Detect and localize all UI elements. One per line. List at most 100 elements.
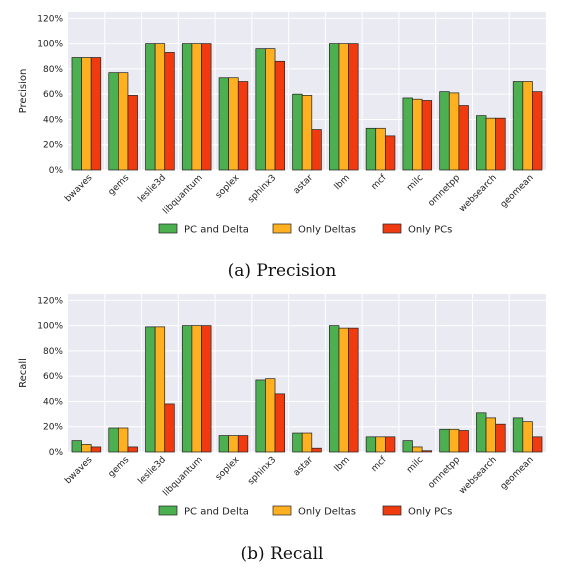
- bar: [71, 440, 82, 453]
- y-tick-label: 60%: [43, 90, 63, 100]
- bar: [164, 52, 175, 171]
- bar: [292, 93, 303, 171]
- x-tick-label: mcf: [370, 172, 390, 192]
- x-tick-label: omnetpp: [427, 173, 463, 209]
- bar: [181, 43, 193, 171]
- y-tick-label: 20%: [43, 423, 63, 433]
- bar: [384, 436, 396, 453]
- x-tick-label: geomean: [499, 455, 536, 492]
- legend-label: Only Deltas: [298, 225, 356, 236]
- bar: [348, 327, 359, 453]
- bar: [108, 72, 119, 171]
- x-tick-label: lbm: [333, 173, 352, 192]
- bar: [348, 43, 359, 171]
- bar: [265, 48, 276, 171]
- x-tick-label: bwaves: [63, 455, 94, 486]
- bar: [365, 436, 377, 453]
- bar: [338, 43, 349, 171]
- x-tick-label: libquantum: [161, 455, 204, 498]
- x-tick-label: milc: [405, 173, 425, 193]
- x-tick-label: websearch: [458, 173, 499, 214]
- bar: [90, 57, 102, 171]
- bar: [495, 117, 506, 171]
- y-axis-label: Recall: [18, 358, 29, 388]
- bar: [412, 446, 423, 453]
- bar: [81, 57, 92, 171]
- bar: [90, 446, 102, 453]
- x-tick-label: leslie3d: [136, 173, 168, 205]
- x-tick-label: astar: [292, 455, 316, 479]
- bar: [522, 81, 533, 171]
- bar: [265, 378, 276, 453]
- bar: [81, 444, 92, 453]
- bar: [292, 432, 303, 453]
- bar: [237, 81, 249, 171]
- bar: [145, 326, 156, 453]
- bar: [512, 417, 524, 453]
- x-tick-label: milc: [405, 455, 425, 475]
- plot-background: [68, 294, 546, 452]
- bar: [145, 43, 156, 171]
- y-tick-label: 0%: [49, 166, 64, 176]
- bar: [439, 428, 450, 453]
- bar: [191, 325, 202, 453]
- bar: [532, 91, 543, 171]
- x-tick-label: soplex: [214, 173, 242, 201]
- bar: [164, 403, 175, 453]
- bar: [127, 446, 138, 453]
- bar: [118, 427, 129, 453]
- precision-chart: 0% 20% 40% 60% 80% 100% 120% Precision bwaves gem…: [18, 12, 546, 281]
- legend-swatch: [272, 505, 292, 516]
- bar: [127, 95, 138, 171]
- bar: [375, 127, 386, 171]
- bar: [338, 327, 349, 453]
- x-tick-label: sphinx3: [246, 173, 278, 205]
- bar: [375, 436, 386, 453]
- y-tick-label: 120%: [37, 296, 63, 306]
- bar: [384, 135, 396, 171]
- bar: [191, 43, 202, 171]
- bar: [71, 57, 82, 171]
- bar: [402, 97, 413, 171]
- x-tick-label: leslie3d: [136, 455, 168, 487]
- bar: [448, 92, 460, 171]
- bar: [421, 100, 433, 171]
- y-tick-label: 100%: [37, 322, 63, 332]
- bar: [402, 440, 413, 453]
- legend-label: Only PCs: [408, 507, 452, 518]
- legend-swatch: [382, 505, 402, 516]
- y-axis-label: Precision: [18, 69, 29, 114]
- legend-label: PC and Delta: [184, 225, 249, 236]
- bar: [476, 412, 487, 453]
- y-tick-label: 20%: [43, 141, 63, 151]
- bar: [237, 435, 249, 453]
- bar: [154, 43, 166, 171]
- legend-label: PC and Delta: [184, 507, 249, 518]
- bar: [228, 77, 239, 171]
- bar: [532, 436, 543, 453]
- bar: [201, 325, 212, 453]
- bar: [329, 43, 340, 171]
- bar: [301, 432, 313, 453]
- y-tick-label: 100%: [37, 40, 63, 50]
- legend-swatch: [158, 505, 178, 516]
- legend-swatch: [272, 223, 292, 234]
- bar: [301, 95, 313, 171]
- recall-chart: 0% 20% 40% 60% 80% 100% 120% Recall bwaves gems le…: [18, 294, 546, 564]
- bar: [218, 435, 230, 453]
- bar: [311, 447, 322, 453]
- y-tick-label: 80%: [43, 347, 63, 357]
- x-tick-label: geomean: [499, 173, 536, 210]
- bar: [458, 105, 469, 171]
- x-tick-label: sphinx3: [246, 455, 278, 487]
- bar: [154, 326, 166, 453]
- bar: [485, 417, 496, 453]
- y-tick-label: 40%: [43, 397, 63, 407]
- x-tick-label: bwaves: [63, 173, 94, 204]
- bar: [329, 325, 340, 453]
- bar: [274, 393, 285, 453]
- bar: [458, 430, 469, 453]
- bar: [365, 127, 377, 171]
- bar: [495, 423, 506, 453]
- x-tick-label: omnetpp: [427, 455, 463, 491]
